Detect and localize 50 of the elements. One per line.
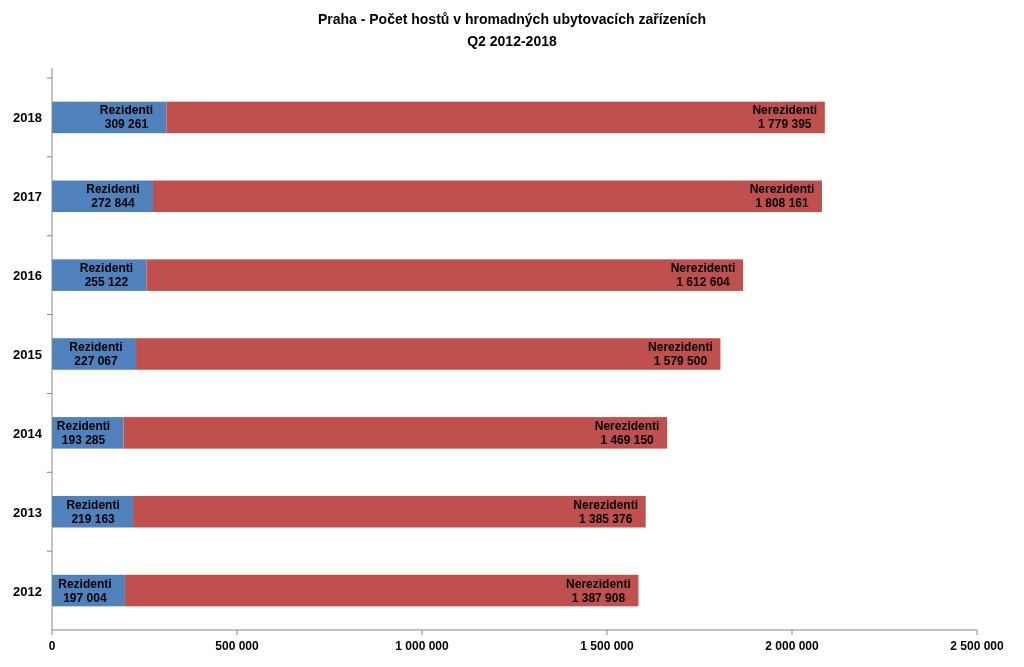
data-label: 1 387 908 xyxy=(571,590,626,605)
y-tick-label: 2016 xyxy=(13,268,42,284)
x-tick-label: 500 000 xyxy=(215,639,260,653)
text: Rezidenti xyxy=(86,182,140,197)
text: Nerezidenti xyxy=(648,340,713,354)
data-label: 309 261 xyxy=(104,117,149,132)
x-tick-label: 2 500 000 xyxy=(950,639,1005,653)
data-label: 197 004 xyxy=(63,590,107,605)
y-tick-label: 2012 xyxy=(13,583,42,599)
bar xyxy=(136,338,721,370)
data-label: 272 844 xyxy=(91,196,135,211)
data-label: 227 067 xyxy=(74,354,119,368)
y-tick-label: 2017 xyxy=(13,189,42,205)
bar xyxy=(124,574,639,607)
data-label: 1 808 161 xyxy=(755,196,809,211)
y-tick-label: 2013 xyxy=(13,504,42,520)
text: Nerezidenti xyxy=(594,418,660,433)
series-label: Nerezidenti xyxy=(670,261,736,276)
x-tick-label: 0 xyxy=(48,639,56,653)
data-label: 1 612 604 xyxy=(676,275,731,290)
text: Nerezidenti xyxy=(573,497,639,512)
text: Nerezidenti xyxy=(752,103,818,118)
y-tick-label: 2018 xyxy=(13,110,42,126)
data-label: 1 469 150 xyxy=(600,432,655,447)
bar xyxy=(152,180,822,213)
text: Rezidenti xyxy=(99,103,154,118)
x-tick-label: 1 500 000 xyxy=(580,639,635,653)
data-label: 255 122 xyxy=(84,275,129,290)
y-tick-label: 2014 xyxy=(13,425,43,441)
chart-subtitle: Q2 2012-2018 xyxy=(467,33,557,49)
data-label: 1 385 376 xyxy=(578,511,633,526)
text: Rezidenti xyxy=(69,340,123,354)
chart-title: Praha - Počet hostů v hromadných ubytovacích zařízeních xyxy=(317,11,707,27)
series-label: Rezidenti xyxy=(79,261,134,276)
x-tick-label: 2 000 000 xyxy=(765,639,820,653)
data-label: 193 285 xyxy=(61,432,106,447)
text: Rezidenti xyxy=(58,576,112,591)
bar xyxy=(123,417,668,449)
y-tick-label: 2015 xyxy=(13,347,42,362)
data-label: 1 779 395 xyxy=(758,117,812,132)
x-tick-label: 1 000 000 xyxy=(395,639,450,653)
text: Nerezidenti xyxy=(749,182,815,197)
text: Rezidenti xyxy=(66,497,120,512)
data-label: 1 579 500 xyxy=(653,354,708,368)
bar xyxy=(133,495,646,528)
bar xyxy=(146,259,744,291)
text: Rezidenti xyxy=(56,418,111,433)
data-label: 219 163 xyxy=(71,511,116,526)
bar xyxy=(166,101,825,134)
text: Nerezidenti xyxy=(566,576,631,591)
